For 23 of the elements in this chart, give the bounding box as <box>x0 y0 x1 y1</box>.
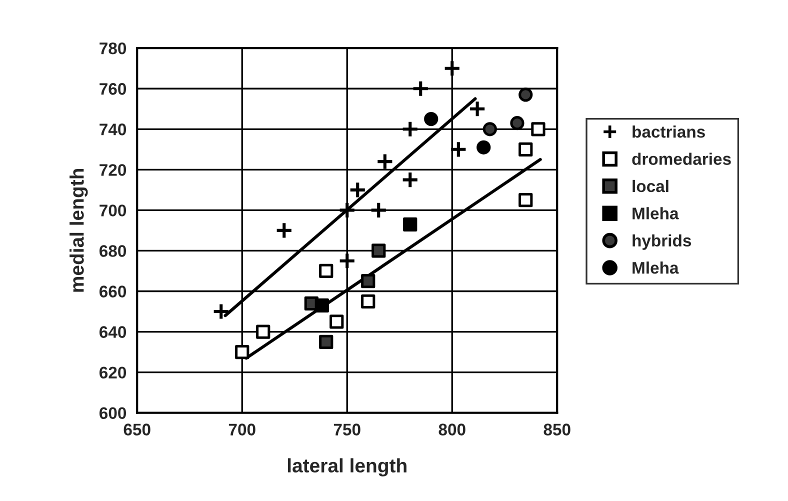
y-tick-label: 760 <box>100 83 126 95</box>
x-tick-label: 850 <box>544 424 570 436</box>
y-axis-title: medial length <box>70 168 88 292</box>
x-tick-label: 800 <box>438 424 466 436</box>
x-tick-label: 700 <box>228 424 256 436</box>
y-tick-label: 640 <box>100 326 126 338</box>
y-tick-label: 620 <box>100 366 126 378</box>
legend-label: Mleha <box>632 262 679 274</box>
x-tick-label: 750 <box>334 424 360 436</box>
x-tick-label: 650 <box>124 424 150 436</box>
legend-label: local <box>632 180 668 192</box>
y-tick-label: 600 <box>100 407 126 420</box>
y-tick-label: 680 <box>100 245 126 257</box>
y-tick-label: 720 <box>100 164 126 176</box>
legend-label: dromedaries <box>632 152 731 165</box>
y-tick-label: 740 <box>100 124 126 136</box>
legend-label: Mleha <box>632 207 679 220</box>
x-axis-title: lateral length <box>288 458 406 476</box>
y-tick-label: 660 <box>100 286 126 298</box>
y-tick-label: 780 <box>100 42 126 54</box>
legend-label: bactrians <box>632 126 705 138</box>
y-tick-label: 700 <box>100 204 126 216</box>
legend-label: hybrids <box>632 234 692 250</box>
